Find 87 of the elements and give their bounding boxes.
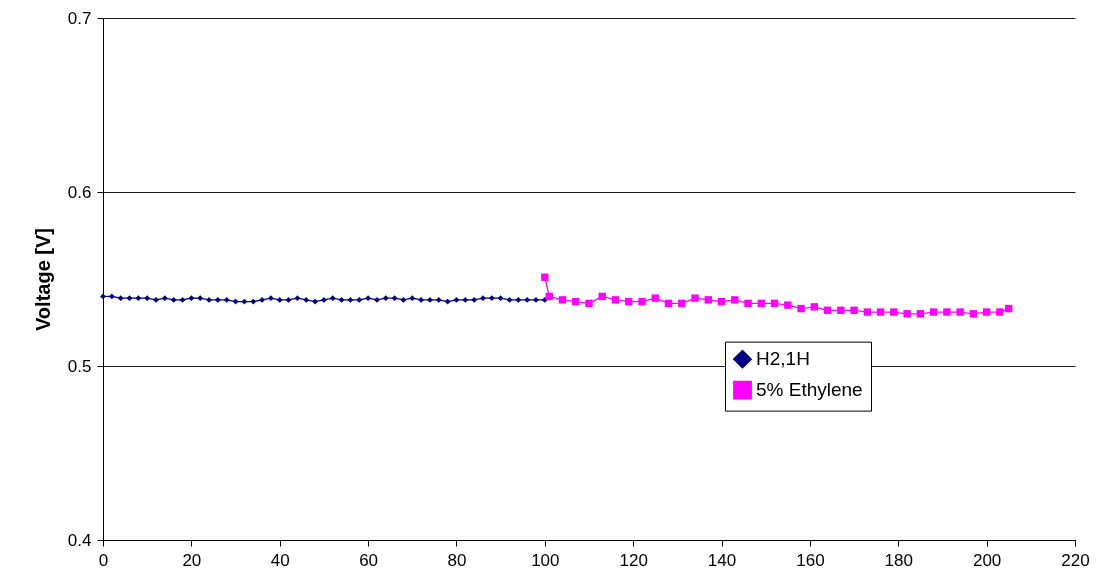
point <box>126 295 133 302</box>
point <box>170 296 177 303</box>
point <box>382 295 389 302</box>
point <box>541 296 548 303</box>
point <box>232 298 239 305</box>
point <box>515 296 522 303</box>
point <box>956 308 964 316</box>
point <box>876 308 885 316</box>
x-tick-label: 120 <box>619 550 648 570</box>
point <box>969 310 978 318</box>
point <box>943 308 951 316</box>
point <box>347 296 354 303</box>
point <box>837 306 845 315</box>
legend-label: H2,1H <box>756 348 810 370</box>
point <box>356 296 363 303</box>
point <box>338 296 345 303</box>
point <box>497 295 504 302</box>
point <box>462 296 469 303</box>
point <box>488 295 495 302</box>
point <box>916 310 925 318</box>
x-tick-label: 200 <box>972 550 1002 570</box>
point <box>903 310 911 318</box>
point <box>929 308 938 316</box>
x-tick-label: 40 <box>270 550 290 570</box>
x-tick-label: 60 <box>359 550 379 570</box>
point <box>294 295 301 302</box>
point <box>250 298 257 305</box>
x-tick-label: 220 <box>1061 550 1090 570</box>
point <box>426 296 433 303</box>
point <box>179 296 186 303</box>
point <box>259 296 266 303</box>
point <box>303 296 310 303</box>
point <box>329 295 336 302</box>
point <box>312 298 319 305</box>
point <box>691 294 699 302</box>
point <box>850 306 858 315</box>
point <box>585 299 593 308</box>
point <box>704 296 712 304</box>
x-tick-label: 20 <box>182 550 202 570</box>
point <box>890 308 898 316</box>
point <box>784 301 792 309</box>
point <box>206 296 212 303</box>
point <box>108 293 115 300</box>
point <box>197 295 204 302</box>
x-tick-label: 140 <box>707 550 737 570</box>
point <box>135 295 142 302</box>
point <box>276 296 283 303</box>
legend-label: 5% Ethylene <box>756 379 863 401</box>
point <box>810 303 819 311</box>
x-tick-label: 180 <box>884 550 913 570</box>
point <box>373 296 380 303</box>
point <box>153 296 159 303</box>
x-tick-label: 160 <box>796 550 825 570</box>
point <box>144 295 151 302</box>
point <box>435 296 442 303</box>
point <box>611 296 620 304</box>
point <box>731 296 739 304</box>
point <box>982 308 991 316</box>
x-tick-label: 100 <box>531 550 560 570</box>
point <box>188 295 195 302</box>
point <box>285 296 292 303</box>
point <box>223 296 230 303</box>
point <box>863 308 872 316</box>
point <box>100 293 106 300</box>
point <box>400 296 407 303</box>
y-tick-label: 0.7 <box>67 8 92 28</box>
point <box>533 296 539 303</box>
point <box>797 304 805 313</box>
y-tick-label: 0.6 <box>67 182 92 202</box>
point <box>453 296 460 303</box>
x-tick-label: 0 <box>98 550 109 570</box>
y-tick-label: 0.4 <box>67 530 92 550</box>
point <box>996 308 1004 316</box>
point <box>365 295 372 302</box>
point <box>409 295 416 302</box>
point <box>506 296 513 303</box>
y-tick-label: 0.5 <box>67 356 92 376</box>
point <box>744 299 752 308</box>
x-tick-label: 80 <box>447 550 467 570</box>
point <box>480 295 486 302</box>
point <box>651 294 659 302</box>
point <box>638 297 646 306</box>
point <box>558 296 567 304</box>
point <box>117 295 124 302</box>
point <box>391 295 398 302</box>
y-axis-title: Voltage [V] <box>31 228 54 331</box>
point <box>541 273 549 281</box>
